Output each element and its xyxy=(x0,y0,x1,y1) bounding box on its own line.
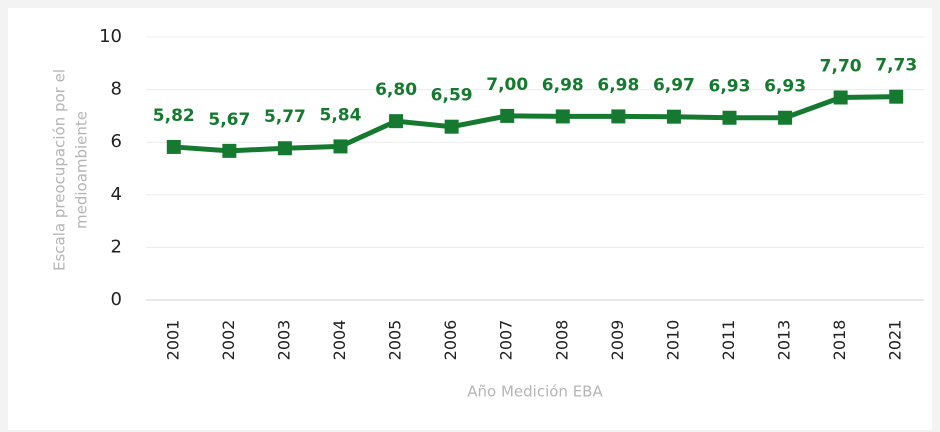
data-label: 5,82 xyxy=(153,106,195,126)
marker xyxy=(889,89,904,104)
marker xyxy=(611,109,626,124)
x-tick-label: 2007 xyxy=(497,320,516,361)
x-tick-label: 2003 xyxy=(274,320,293,361)
marker xyxy=(333,139,348,154)
y-tick-label: 0 xyxy=(111,289,122,310)
data-label: 6,93 xyxy=(709,77,751,97)
data-label: 6,97 xyxy=(653,76,695,96)
marker xyxy=(666,109,681,124)
data-label: 7,73 xyxy=(875,56,917,76)
panel xyxy=(8,8,932,430)
data-label: 6,59 xyxy=(431,86,473,106)
marker xyxy=(778,110,793,125)
y-axis-title: Escala preocupación por el xyxy=(51,69,69,271)
x-tick-label: 2004 xyxy=(330,320,349,361)
data-label: 6,98 xyxy=(597,75,639,95)
data-label: 7,00 xyxy=(486,75,528,95)
y-tick-label: 4 xyxy=(111,184,122,205)
y-tick-label: 6 xyxy=(111,131,122,152)
x-tick-label: 2002 xyxy=(219,320,238,361)
y-tick-label: 2 xyxy=(111,236,122,257)
y-axis-title: medioambiente xyxy=(73,111,91,229)
x-tick-label: 2011 xyxy=(719,320,738,361)
data-label: 7,70 xyxy=(820,56,862,76)
data-label: 6,93 xyxy=(764,77,806,97)
marker xyxy=(277,141,292,156)
x-tick-label: 2001 xyxy=(163,320,182,361)
marker xyxy=(833,90,848,105)
x-tick-label: 2010 xyxy=(663,320,682,361)
marker xyxy=(722,110,737,125)
data-label: 5,84 xyxy=(320,105,362,125)
x-tick-label: 2005 xyxy=(386,320,405,361)
marker xyxy=(555,109,570,124)
marker xyxy=(444,119,459,134)
data-label: 6,80 xyxy=(375,80,417,100)
marker xyxy=(166,139,181,154)
x-tick-label: 2018 xyxy=(830,320,849,361)
marker xyxy=(500,108,515,123)
x-tick-label: 2008 xyxy=(552,320,571,361)
x-tick-label: 2021 xyxy=(886,320,905,361)
data-label: 5,77 xyxy=(264,107,306,127)
data-label: 6,98 xyxy=(542,75,584,95)
x-tick-label: 2013 xyxy=(775,320,794,361)
y-tick-label: 10 xyxy=(99,26,122,47)
y-tick-label: 8 xyxy=(111,79,122,100)
x-tick-label: 2006 xyxy=(441,320,460,361)
data-label: 5,67 xyxy=(208,110,250,130)
marker xyxy=(222,143,237,158)
line xyxy=(173,94,897,154)
x-axis-title: Año Medición EBA xyxy=(467,383,603,401)
x-tick-label: 2009 xyxy=(608,320,627,361)
marker xyxy=(389,114,404,129)
